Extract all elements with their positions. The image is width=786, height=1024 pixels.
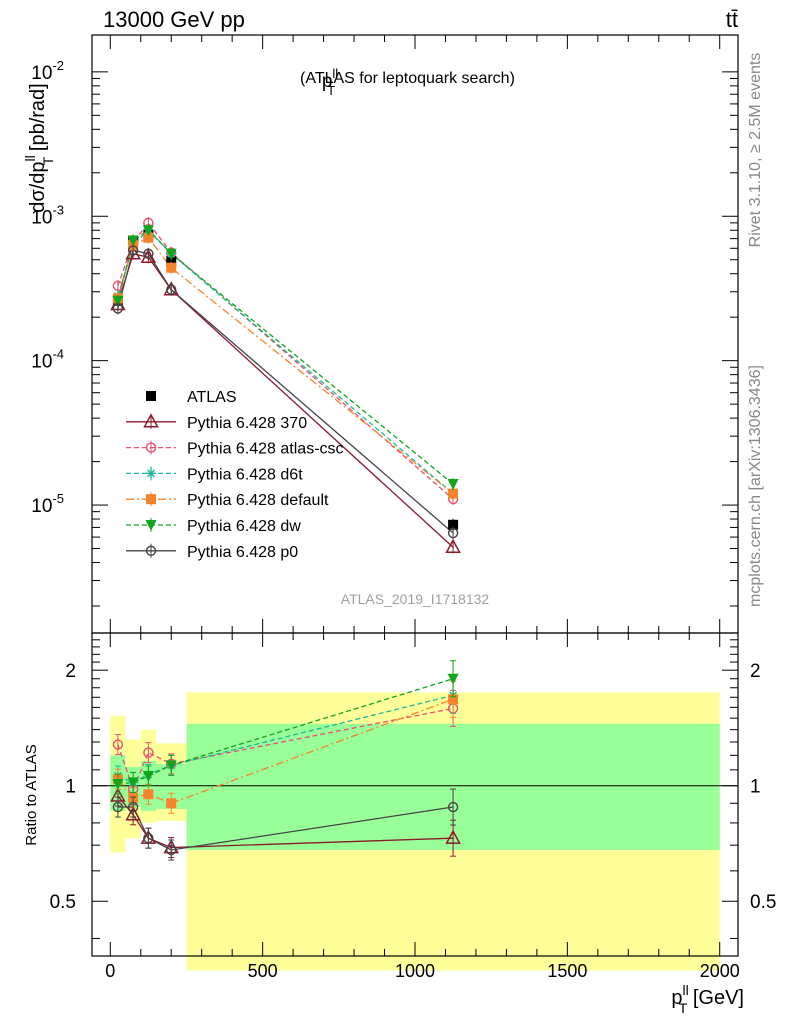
legend-marker (145, 442, 157, 453)
ratio-tick-label-left: 2 (65, 661, 76, 682)
legend-marker (143, 413, 159, 428)
ratio-point (447, 801, 459, 813)
header-right: tt̄ (726, 7, 738, 32)
ratio-point (166, 844, 177, 856)
x-axis-title: pll T [GeV] (671, 982, 744, 1016)
ratio-point (127, 777, 139, 789)
data-point (166, 262, 177, 273)
data-point (112, 303, 124, 314)
x-tick-label: 500 (248, 961, 278, 981)
ratio-tick-label-right: 2 (750, 661, 761, 682)
ratio-point (112, 779, 124, 791)
x-tick-label: 0 (105, 961, 115, 981)
ratio-point (165, 760, 177, 772)
ratio-point (448, 694, 459, 705)
ratio-point (125, 806, 141, 821)
legend-marker (145, 520, 157, 531)
ratio-uncertainty-bands (92, 692, 738, 971)
legend-label: Pythia 6.428 d6t (187, 466, 303, 483)
series-line-main (117, 221, 454, 500)
ratio-point (445, 829, 461, 844)
header-left: 13000 GeV pp (103, 7, 245, 32)
legend-label: Pythia 6.428 370 (187, 415, 307, 432)
mcplots-label: mcplots.cern.ch [arXiv:1306.3436] (747, 365, 764, 607)
ratio-tick-label-left: 0.5 (50, 892, 76, 913)
data-point (166, 284, 177, 295)
data-point (448, 519, 459, 530)
ratio-tick-label-left: 1 (65, 777, 76, 798)
legend-marker (145, 545, 157, 556)
data-point (125, 245, 141, 260)
data-point (127, 245, 139, 256)
ratio-point (112, 739, 124, 750)
data-point (447, 527, 459, 539)
plot-title: pll T (322, 66, 338, 98)
series-line-main (117, 236, 454, 495)
data-point (165, 248, 177, 260)
data-point (143, 232, 154, 243)
legend-label: Pythia 6.428 atlas-csc (187, 441, 344, 458)
y-tick-label: 10-3 (31, 202, 64, 228)
ratio-point (447, 673, 459, 685)
data-point (447, 478, 459, 490)
ratio-point (143, 832, 154, 844)
legend-label: Pythia 6.428 default (187, 492, 329, 509)
ratio-point (143, 747, 154, 758)
data-point (166, 255, 177, 266)
y-axis-title-top: dσ/dpll T [pb/rad] (22, 83, 56, 212)
y-tick-label: 10-4 (31, 347, 64, 373)
data-point (112, 295, 124, 307)
ratio-point (142, 771, 154, 783)
ratio-point (166, 798, 177, 809)
legend: ATLAS Pythia 6.428 370 Pythia 6.428 atlas-… (126, 389, 344, 561)
ratio-tick-label-right: 1 (750, 777, 761, 798)
ratio-point (112, 801, 124, 813)
tick-labels: 0 500 1000 1500 2000 10-5 10-4 10-3 10-2 0.5 0.5 1 1… (31, 58, 776, 981)
data-point (445, 538, 461, 554)
legend-marker (146, 391, 156, 401)
ratio-tick-label-right: 0.5 (750, 892, 776, 913)
data-point (448, 488, 459, 499)
legend-label: Pythia 6.428 dw (187, 518, 301, 535)
data-point (143, 248, 154, 259)
axes (91, 34, 739, 957)
y-tick-label: 10-2 (31, 58, 64, 84)
plot-title-rest: (ATLAS for leptoquark search) (300, 70, 515, 87)
analysis-watermark: ATLAS_2019_I1718132 (341, 591, 490, 607)
x-tick-label: 1000 (395, 961, 435, 981)
ratio-point (127, 801, 139, 813)
asterisk-stroke (147, 469, 155, 478)
rivet-version-label: Rivet 3.1.10, ≥ 2.5M events (747, 53, 764, 248)
x-tick-label: 1500 (547, 961, 587, 981)
ratio-point (143, 789, 154, 800)
y-axis-title-ratio: Ratio to ATLAS (23, 744, 40, 845)
legend-label: Pythia 6.428 p0 (187, 544, 298, 561)
y-tick-label: 10-5 (31, 491, 64, 517)
data-point (127, 235, 139, 247)
series-markers (110, 216, 461, 861)
legend-marker (146, 468, 156, 479)
legend-label: ATLAS (187, 389, 237, 406)
legend-marker (146, 494, 156, 505)
x-tick-label: 2000 (700, 961, 740, 981)
series-line-ratio (117, 678, 454, 785)
data-point (142, 225, 154, 237)
